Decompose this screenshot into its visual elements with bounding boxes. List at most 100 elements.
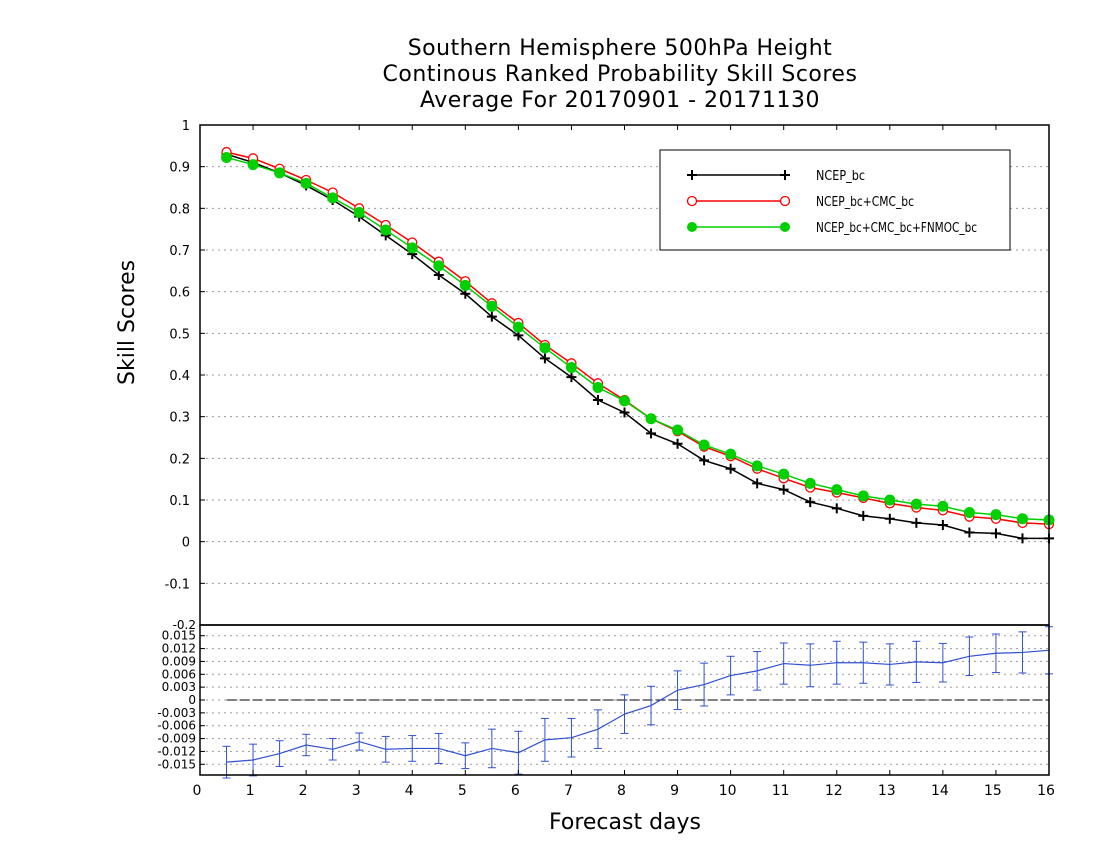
data-point bbox=[698, 439, 710, 451]
data-point bbox=[937, 500, 949, 512]
chart-title-line-3: Average For 20170901 - 20171130 bbox=[419, 88, 821, 113]
y-tick-label: -0.2 bbox=[173, 618, 196, 632]
y-tick-label: 0.003 bbox=[162, 680, 196, 694]
x-tick-label: 9 bbox=[670, 783, 679, 799]
y-tick-label: 0.2 bbox=[169, 452, 190, 467]
x-tick-label: 6 bbox=[511, 783, 520, 799]
x-tick-label: 14 bbox=[931, 783, 949, 799]
data-point bbox=[274, 167, 286, 179]
y-tick-label: -0.012 bbox=[157, 744, 196, 758]
legend-marker bbox=[687, 222, 697, 232]
data-point bbox=[725, 448, 737, 460]
x-axis-label: Forecast days bbox=[548, 810, 701, 835]
y-tick-label: -0.1 bbox=[165, 577, 190, 592]
y-axis-label: Skill Scores bbox=[115, 259, 140, 385]
data-point bbox=[353, 207, 365, 218]
data-point bbox=[433, 270, 444, 280]
data-point bbox=[778, 484, 789, 495]
x-tick-label: 7 bbox=[564, 783, 573, 799]
y-tick-label: 0.5 bbox=[169, 327, 190, 342]
data-point bbox=[990, 509, 1002, 521]
data-point bbox=[752, 478, 763, 489]
data-point bbox=[1017, 533, 1028, 544]
data-point bbox=[539, 342, 551, 354]
legend-marker bbox=[779, 195, 791, 207]
legend-label: NCEP_bc+CMC_bc+FNMOC_bc bbox=[816, 221, 977, 236]
legend-marker bbox=[686, 195, 698, 207]
y-tick-label: -0.009 bbox=[157, 732, 196, 746]
x-tick-label: 1 bbox=[246, 783, 255, 799]
data-point bbox=[725, 463, 736, 474]
x-tick-label: 8 bbox=[617, 783, 626, 799]
legend-box bbox=[659, 149, 1011, 251]
y-tick-label: 0.3 bbox=[169, 411, 190, 426]
difference-series-line bbox=[226, 649, 1050, 763]
y-tick-label: 1 bbox=[182, 119, 190, 134]
data-point bbox=[645, 413, 657, 425]
y-tick-label: 0.009 bbox=[162, 654, 196, 668]
data-point bbox=[804, 477, 816, 489]
y-tick-label: 0.8 bbox=[169, 202, 190, 217]
x-tick-label: 13 bbox=[878, 783, 896, 799]
y-tick-label: 0.012 bbox=[162, 642, 196, 656]
legend-marker bbox=[780, 222, 790, 232]
y-tick-label: 0.7 bbox=[169, 244, 190, 259]
x-tick-label: 3 bbox=[352, 783, 361, 799]
data-point bbox=[592, 382, 604, 393]
data-point bbox=[592, 395, 603, 405]
data-point bbox=[858, 510, 869, 521]
y-tick-label: -0.006 bbox=[157, 719, 196, 733]
data-point bbox=[857, 490, 869, 502]
y-tick-label: -0.003 bbox=[157, 706, 196, 720]
data-point bbox=[300, 177, 312, 189]
y-tick-label: 0.006 bbox=[162, 667, 196, 681]
data-point bbox=[565, 362, 577, 373]
x-tick-label: 5 bbox=[458, 783, 467, 799]
data-point bbox=[672, 438, 683, 449]
legend-marker bbox=[780, 170, 790, 180]
data-point bbox=[247, 159, 259, 171]
legend-label: NCEP_bc bbox=[816, 169, 865, 184]
data-point bbox=[433, 260, 445, 272]
data-point bbox=[619, 407, 630, 418]
data-point bbox=[911, 517, 922, 528]
data-point bbox=[221, 152, 233, 163]
data-point bbox=[459, 279, 471, 291]
data-point bbox=[566, 372, 577, 383]
data-point bbox=[327, 192, 339, 204]
x-tick-label: 11 bbox=[772, 783, 790, 799]
x-tick-label: 2 bbox=[299, 783, 308, 799]
y-tick-label: 0.6 bbox=[169, 286, 190, 301]
data-point bbox=[672, 424, 684, 436]
data-point bbox=[778, 468, 790, 480]
y-tick-label: 0.9 bbox=[169, 161, 190, 176]
y-tick-label: 0.015 bbox=[162, 629, 196, 643]
legend-label: NCEP_bc+CMC_bc bbox=[816, 195, 914, 210]
data-point bbox=[964, 527, 975, 538]
y-tick-label: 0 bbox=[188, 693, 196, 707]
chart-title-line-1: Southern Hemisphere 500hPa Height bbox=[407, 36, 833, 61]
x-tick-label: 16 bbox=[1037, 783, 1055, 799]
data-point bbox=[831, 484, 843, 496]
data-point bbox=[805, 497, 816, 508]
y-tick-label: 0 bbox=[182, 536, 190, 551]
data-point bbox=[619, 395, 630, 407]
data-point bbox=[486, 311, 497, 322]
data-point bbox=[937, 520, 948, 530]
data-point bbox=[963, 507, 975, 518]
data-point bbox=[539, 353, 550, 364]
x-tick-label: 10 bbox=[719, 783, 737, 799]
y-tick-label: 0.4 bbox=[169, 369, 190, 384]
data-point bbox=[406, 242, 418, 254]
data-point bbox=[831, 503, 842, 514]
data-point bbox=[884, 494, 896, 506]
data-point bbox=[646, 428, 657, 439]
x-tick-label: 15 bbox=[984, 783, 1002, 799]
data-point bbox=[486, 300, 498, 312]
x-tick-label: 0 bbox=[193, 783, 202, 799]
y-tick-label: -0.015 bbox=[157, 757, 196, 771]
data-point bbox=[380, 224, 392, 236]
data-point bbox=[512, 321, 524, 333]
y-tick-label: 0.1 bbox=[169, 494, 190, 509]
